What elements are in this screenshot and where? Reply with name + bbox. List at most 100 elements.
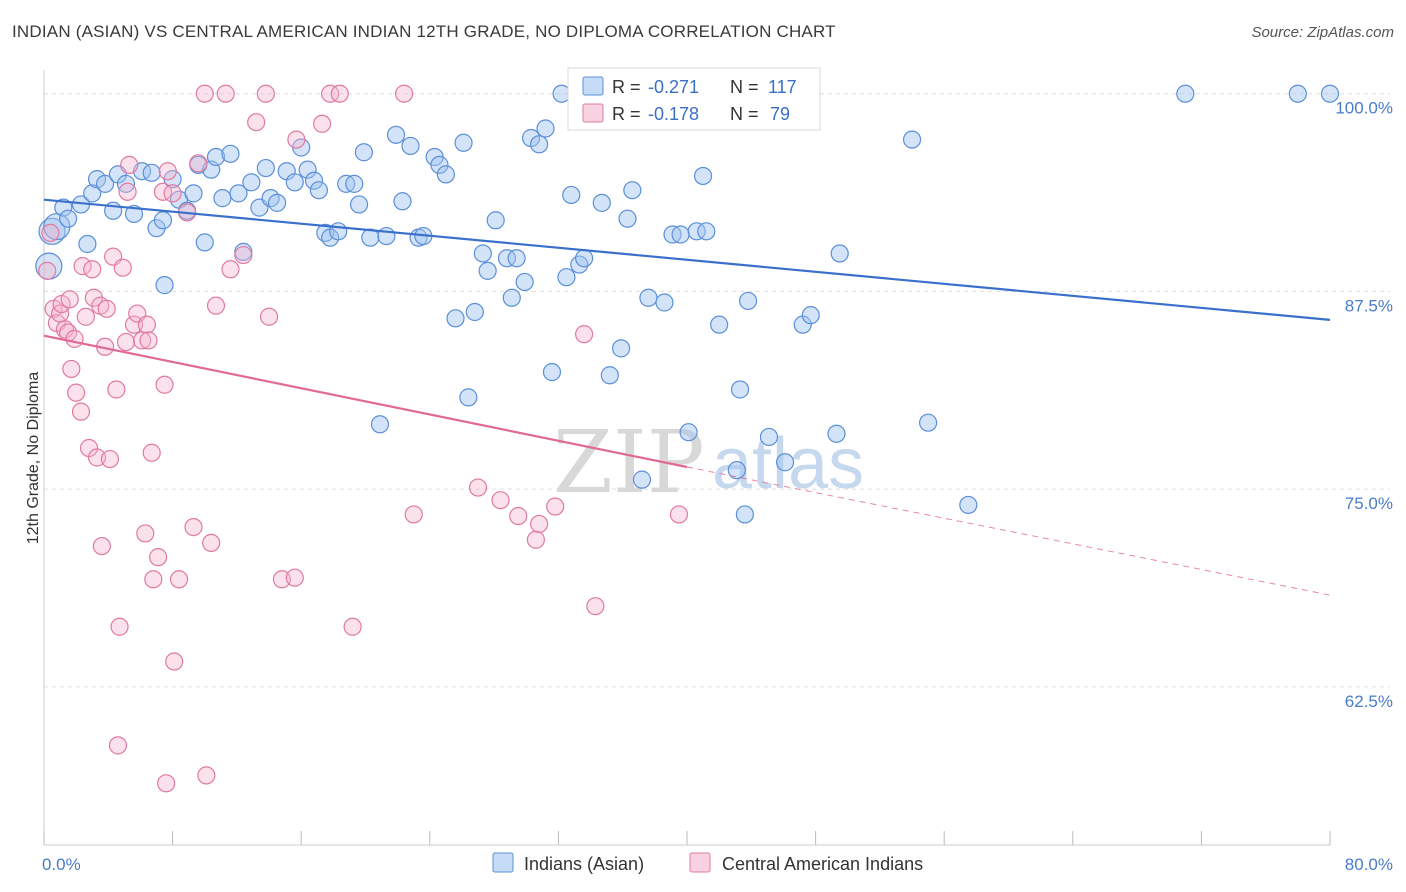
point-indians-asian: [386, 125, 406, 144]
point-indians-asian: [600, 366, 619, 385]
point-central-american-indians: [139, 331, 158, 350]
point-indians-asian: [611, 339, 631, 358]
point-central-american-indians: [38, 261, 57, 280]
point-central-american-indians: [118, 182, 137, 201]
point-indians-asian: [436, 165, 455, 184]
point-indians-asian: [727, 461, 746, 480]
point-indians-asian: [95, 174, 115, 193]
point-indians-asian: [206, 147, 226, 167]
point-indians-asian: [497, 249, 517, 268]
point-central-american-indians: [184, 517, 203, 537]
point-indians-asian: [507, 249, 526, 268]
point-indians-asian: [592, 193, 611, 212]
point-central-american-indians: [163, 184, 182, 203]
point-indians-asian: [830, 244, 849, 263]
point-indians-asian: [827, 424, 846, 443]
trend-lines: [43, 198, 1331, 596]
point-central-american-indians: [107, 380, 126, 399]
point-indians-asian: [59, 209, 78, 228]
point-central-american-indians: [287, 130, 306, 149]
legend-bottom-swatch-pink: [689, 852, 711, 873]
point-indians-asian: [1320, 84, 1340, 103]
point-central-american-indians: [404, 505, 423, 524]
point-indians-asian: [530, 135, 549, 154]
point-indians-asian: [623, 181, 642, 200]
point-central-american-indians: [234, 245, 253, 265]
watermark-atlas: atlas: [712, 424, 864, 504]
point-indians-asian: [655, 293, 674, 312]
point-indians-asian: [309, 181, 328, 200]
point-central-american-indians: [285, 568, 304, 587]
point-central-american-indians: [256, 84, 275, 103]
point-central-american-indians: [169, 570, 189, 589]
watermark-zip: ZIP: [553, 413, 705, 513]
point-indians-asian: [83, 184, 102, 203]
point-indians-asian: [454, 133, 473, 152]
point-central-american-indians: [142, 443, 161, 462]
point-indians-asian: [557, 268, 576, 287]
point-central-american-indians: [343, 617, 362, 636]
point-central-american-indians: [165, 652, 184, 671]
point-central-american-indians: [158, 162, 177, 181]
point-indians-asian: [285, 173, 304, 192]
point-central-american-indians: [526, 530, 545, 549]
point-indians-asian: [155, 276, 174, 295]
point-central-american-indians: [247, 113, 266, 132]
point-indians-asian: [298, 160, 317, 179]
legend-r-label-pink: R =: [612, 104, 641, 124]
point-indians-asian: [687, 222, 706, 241]
x-tick-label: 0.0%: [42, 855, 81, 874]
point-central-american-indians: [195, 84, 214, 103]
point-indians-asian: [738, 291, 758, 311]
point-central-american-indians: [155, 375, 174, 394]
point-central-american-indians: [137, 315, 156, 334]
point-indians-asian: [515, 272, 534, 292]
point-indians-asian: [184, 184, 203, 203]
point-indians-asian: [671, 225, 690, 244]
point-central-american-indians: [41, 223, 60, 243]
point-central-american-indians: [149, 548, 168, 567]
point-central-american-indians: [197, 766, 216, 785]
point-central-american-indians: [312, 114, 332, 133]
point-indians-asian: [459, 388, 478, 407]
point-indians-asian: [242, 173, 261, 192]
data-points: [35, 84, 1340, 793]
point-central-american-indians: [116, 332, 136, 352]
point-indians-asian: [639, 288, 658, 307]
point-central-american-indians: [136, 524, 155, 543]
y-tick-label: 100.0%: [1335, 99, 1393, 118]
point-indians-asian: [304, 171, 324, 190]
point-central-american-indians: [394, 84, 414, 103]
point-indians-asian: [478, 261, 497, 280]
point-indians-asian: [902, 130, 922, 149]
point-indians-asian: [632, 470, 652, 489]
point-indians-asian: [345, 174, 364, 193]
point-central-american-indians: [124, 315, 144, 334]
point-central-american-indians: [108, 736, 128, 755]
point-indians-asian: [349, 195, 369, 214]
point-central-american-indians: [76, 307, 95, 326]
legend-swatch-blue: [582, 76, 604, 96]
point-central-american-indians: [216, 84, 235, 103]
y-tick-label: 75.0%: [1345, 494, 1393, 513]
point-indians-asian: [618, 209, 637, 228]
point-indians-asian: [401, 136, 420, 156]
point-indians-asian: [213, 189, 232, 208]
legend-bottom-label-pink: Central American Indians: [722, 854, 923, 874]
y-axis-label: 12th Grade, No Diploma: [25, 372, 42, 545]
point-central-american-indians: [120, 155, 139, 174]
point-indians-asian: [195, 233, 214, 252]
point-central-american-indians: [575, 325, 594, 344]
x-tick-label: 80.0%: [1345, 855, 1393, 874]
point-indians-asian: [801, 306, 820, 325]
point-central-american-indians: [468, 478, 488, 497]
point-indians-asian: [1176, 84, 1195, 103]
point-indians-asian: [354, 143, 373, 162]
point-indians-asian: [370, 415, 390, 434]
legend-r-value-pink: -0.178: [648, 104, 699, 124]
point-central-american-indians: [669, 505, 689, 524]
point-indians-asian: [78, 234, 97, 254]
point-central-american-indians: [259, 307, 279, 326]
point-central-american-indians: [206, 296, 226, 315]
legend-top: R = -0.271 N = 117 R = -0.178 N = 79: [567, 67, 821, 131]
